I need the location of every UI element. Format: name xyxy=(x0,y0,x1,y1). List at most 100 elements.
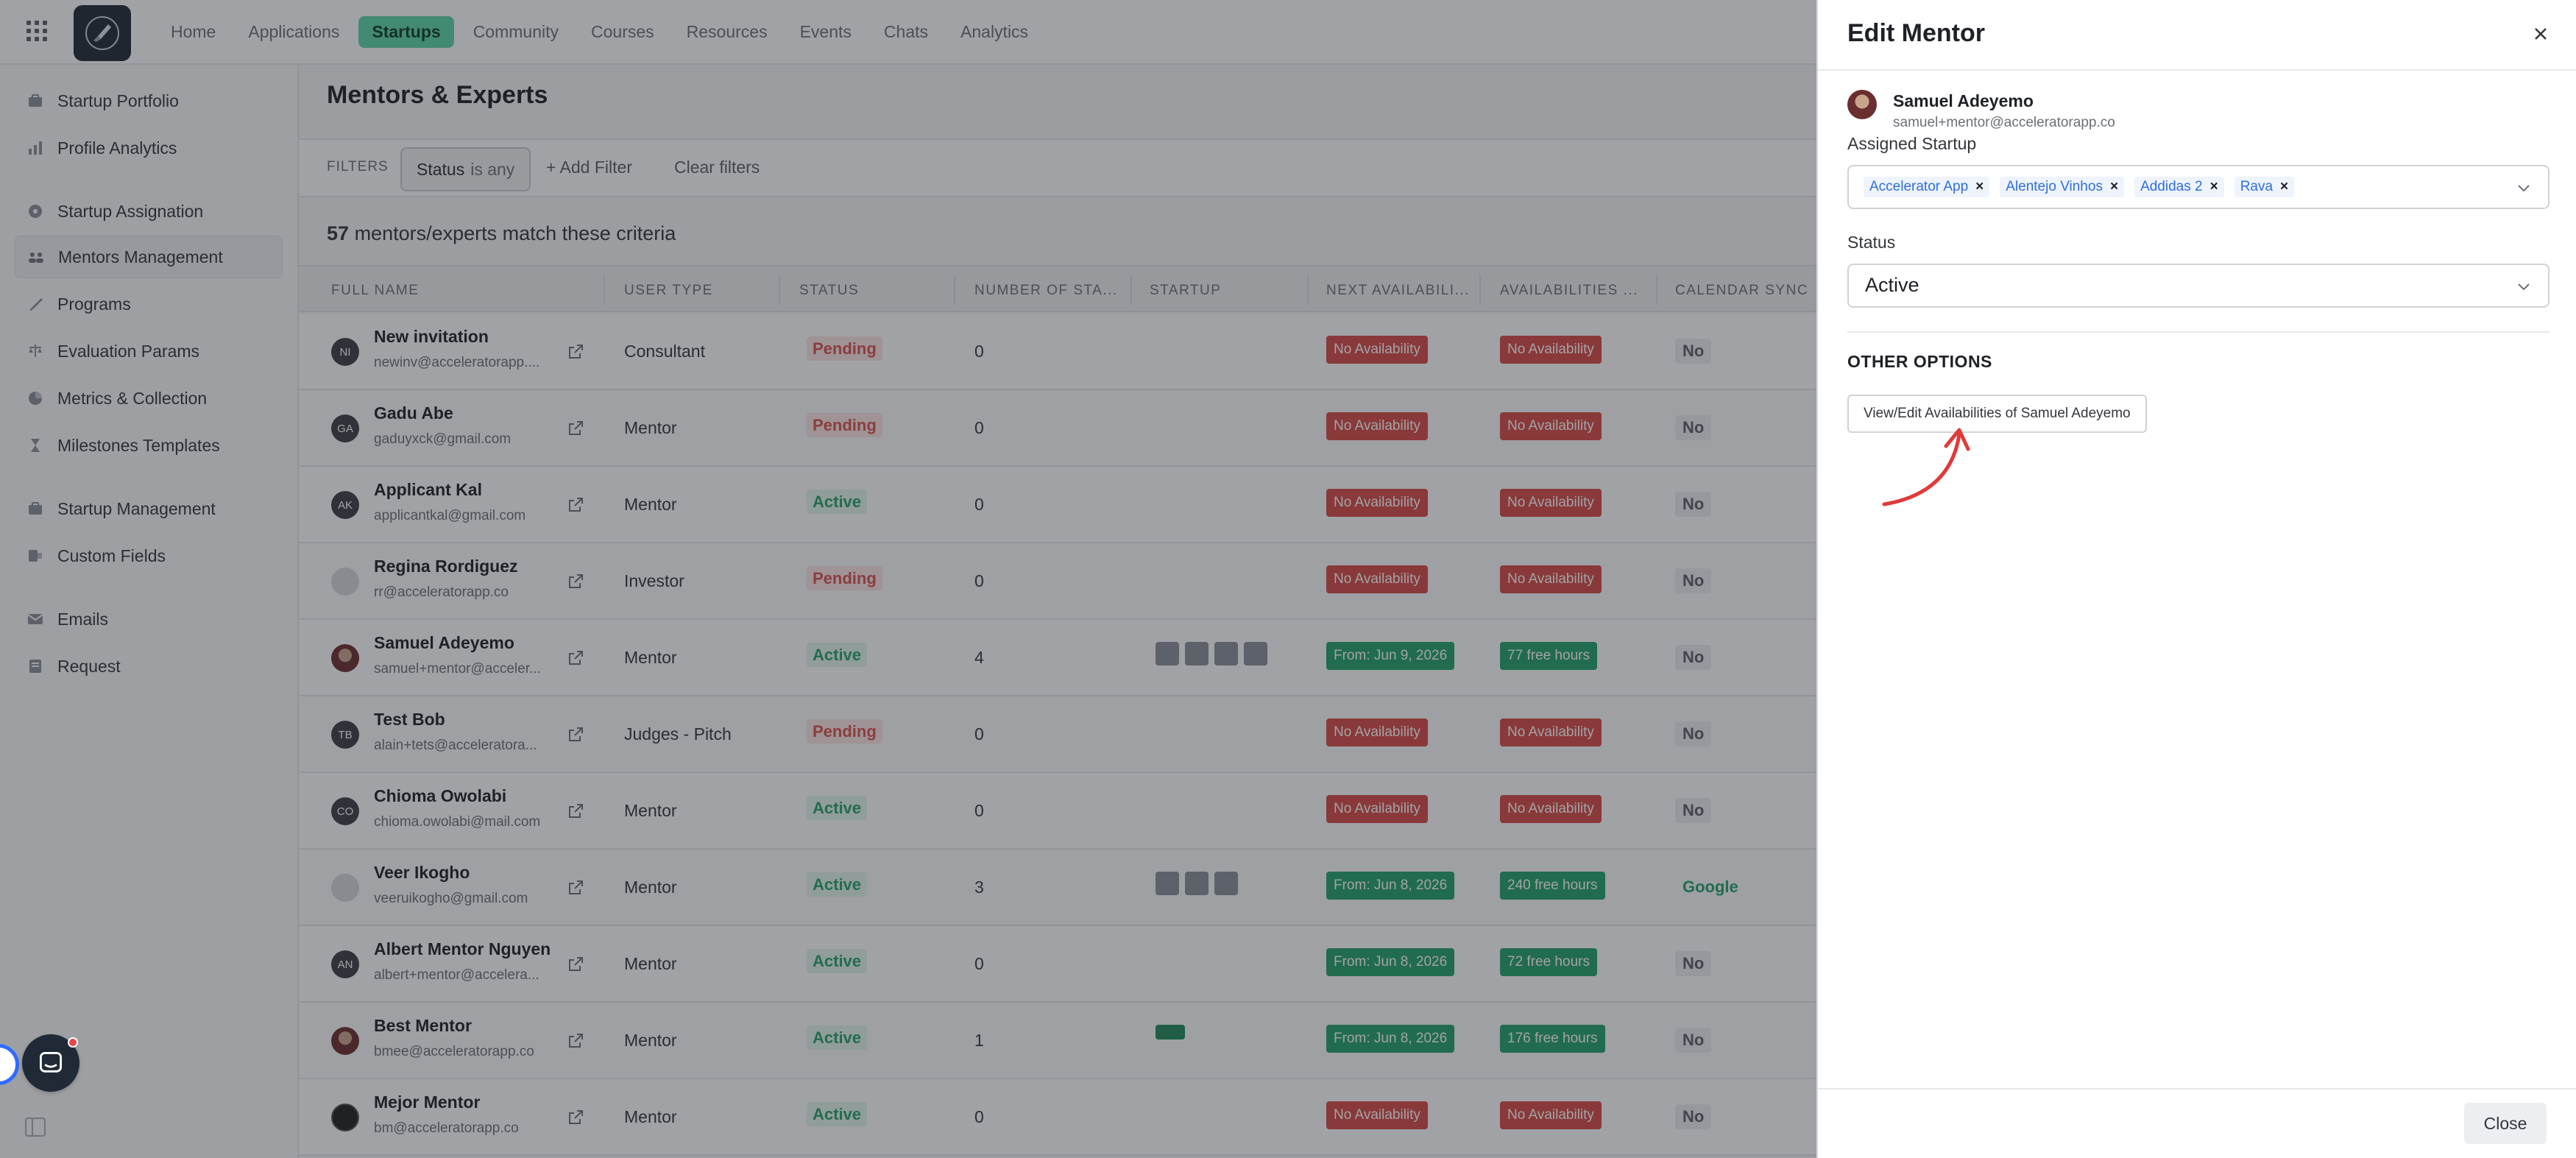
nav-courses[interactable]: Courses xyxy=(591,22,654,41)
startup-logo-icon[interactable] xyxy=(1214,642,1238,666)
app-logo[interactable] xyxy=(74,5,131,61)
add-filter-button[interactable]: + Add Filter xyxy=(546,158,632,177)
col-separator[interactable] xyxy=(1130,275,1132,305)
sidebar-item-evaluation-params[interactable]: Evaluation Params xyxy=(15,330,283,373)
clear-filters-button[interactable]: Clear filters xyxy=(674,158,760,177)
avatar xyxy=(331,874,359,902)
status-text: Pending xyxy=(807,413,882,437)
nav-analytics[interactable]: Analytics xyxy=(960,22,1029,41)
mentor-name[interactable]: Albert Mentor Nguyen xyxy=(374,939,551,958)
chevron-down-icon[interactable] xyxy=(2516,278,2532,294)
col-separator[interactable] xyxy=(954,275,955,305)
mentor-name[interactable]: New invitation xyxy=(374,327,489,346)
startup-tag[interactable]: Addidas 2 × xyxy=(2134,177,2224,197)
calendar-sync-status: No xyxy=(1675,1028,1712,1053)
availabilities-badge: No Availability xyxy=(1500,336,1602,364)
col-status[interactable]: STATUS xyxy=(799,283,860,298)
nav-community[interactable]: Community xyxy=(473,22,559,41)
apps-grid-icon[interactable] xyxy=(26,21,47,41)
external-link-icon[interactable] xyxy=(567,1109,584,1126)
next-availability-badge: No Availability xyxy=(1326,489,1428,517)
startup-logo-icon[interactable] xyxy=(1214,872,1238,895)
external-link-icon[interactable] xyxy=(567,496,584,514)
modal-backdrop[interactable] xyxy=(0,0,1816,1158)
mentor-name[interactable]: Gadu Abe xyxy=(374,403,453,423)
sidebar-item-startup-management[interactable]: Startup Management xyxy=(15,487,283,530)
startup-logo-icon[interactable] xyxy=(1156,642,1179,666)
col-user-type[interactable]: USER TYPE xyxy=(624,283,713,298)
remove-tag-icon[interactable]: × xyxy=(2209,179,2218,194)
col-separator[interactable] xyxy=(1307,275,1309,305)
external-link-icon[interactable] xyxy=(567,420,584,437)
mentor-name[interactable]: Chioma Owolabi xyxy=(374,786,507,805)
external-link-icon[interactable] xyxy=(567,802,584,820)
startup-logo-icon[interactable] xyxy=(1185,872,1209,895)
startup-logo-icon[interactable] xyxy=(1244,642,1267,666)
remove-tag-icon[interactable]: × xyxy=(2280,179,2289,194)
remove-tag-icon[interactable]: × xyxy=(1975,179,1984,194)
mentor-name[interactable]: Mejor Mentor xyxy=(374,1092,481,1112)
status-filter-chip[interactable]: Status is any xyxy=(400,147,531,191)
sidebar-item-request[interactable]: Request xyxy=(15,645,283,688)
nav-home[interactable]: Home xyxy=(171,22,216,41)
col-startup[interactable]: STARTUP xyxy=(1150,283,1222,298)
startup-tag[interactable]: Accelerator App × xyxy=(1864,177,1990,197)
mentor-name[interactable]: Samuel Adeyemo xyxy=(374,633,514,652)
sidebar-item-startup-assignation[interactable]: Startup Assignation xyxy=(15,190,283,233)
sidebar-item-emails[interactable]: Emails xyxy=(15,598,283,640)
startup-logo-icon[interactable] xyxy=(1156,1025,1185,1039)
external-link-icon[interactable] xyxy=(567,726,584,744)
collapse-sidebar-icon[interactable] xyxy=(25,1118,46,1137)
close-icon[interactable] xyxy=(2530,24,2551,44)
col-separator[interactable] xyxy=(604,275,605,305)
col-separator[interactable] xyxy=(779,275,780,305)
match-count: 57 mentors/experts match these criteria xyxy=(327,222,676,245)
external-link-icon[interactable] xyxy=(567,649,584,667)
close-button[interactable]: Close xyxy=(2464,1103,2547,1144)
assigned-startup-select[interactable]: Accelerator App × Alentejo Vinhos × Addida… xyxy=(1847,165,2550,209)
sidebar-item-metrics-collection[interactable]: Metrics & Collection xyxy=(15,377,283,420)
chevron-down-icon[interactable] xyxy=(2516,180,2532,196)
external-link-icon[interactable] xyxy=(567,573,584,590)
status-badge: Active xyxy=(807,490,868,514)
sidebar-item-mentors-management[interactable]: Mentors Management xyxy=(15,236,283,278)
col-full-name[interactable]: FULL NAME xyxy=(331,283,420,298)
remove-tag-icon[interactable]: × xyxy=(2109,179,2119,194)
external-link-icon[interactable] xyxy=(567,343,584,361)
nav-events[interactable]: Events xyxy=(799,22,852,41)
portfolio-icon xyxy=(26,92,44,110)
nav-startups[interactable]: Startups xyxy=(358,16,454,48)
col-separator[interactable] xyxy=(1479,275,1481,305)
status-text: Pending xyxy=(807,336,882,361)
external-link-icon[interactable] xyxy=(567,879,584,897)
view-edit-availabilities-button[interactable]: View/Edit Availabilities of Samuel Adeye… xyxy=(1847,395,2147,433)
mentor-name[interactable]: Regina Rordiguez xyxy=(374,557,518,576)
external-link-icon[interactable] xyxy=(567,956,584,973)
nav-chats[interactable]: Chats xyxy=(883,22,929,41)
nav-applications[interactable]: Applications xyxy=(248,22,340,41)
startup-logo-icon[interactable] xyxy=(1156,872,1179,895)
sidebar-item-label: Startup Management xyxy=(57,498,216,518)
sidebar-item-milestones-templates[interactable]: Milestones Templates xyxy=(15,424,283,467)
col-availabilities[interactable]: AVAILABILITIES ... xyxy=(1500,283,1638,298)
col-separator[interactable] xyxy=(1656,275,1657,305)
sidebar-item-custom-fields[interactable]: Custom Fields xyxy=(15,534,283,577)
mentor-name[interactable]: Applicant Kal xyxy=(374,480,482,499)
startup-tag[interactable]: Alentejo Vinhos × xyxy=(2000,177,2125,197)
nav-resources[interactable]: Resources xyxy=(686,22,768,41)
external-link-icon[interactable] xyxy=(567,1032,584,1050)
col-calendar-sync[interactable]: CALENDAR SYNC xyxy=(1675,283,1809,298)
sidebar-item-profile-analytics[interactable]: Profile Analytics xyxy=(15,127,283,169)
col-number-startups[interactable]: NUMBER OF STA... xyxy=(974,283,1118,298)
sidebar-item-programs[interactable]: Programs xyxy=(15,283,283,325)
startup-logo-icon[interactable] xyxy=(1185,642,1209,666)
status-select[interactable]: Active xyxy=(1847,264,2550,308)
startup-tag[interactable]: Rava × xyxy=(2234,177,2295,197)
mentor-name[interactable]: Best Mentor xyxy=(374,1016,472,1035)
mentor-name[interactable]: Veer Ikogho xyxy=(374,863,470,882)
col-next-availability[interactable]: NEXT AVAILABILI... xyxy=(1326,283,1470,298)
availabilities-badge: No Availability xyxy=(1500,795,1602,823)
mentor-name[interactable]: Test Bob xyxy=(374,710,445,729)
sidebar-item-startup-portfolio[interactable]: Startup Portfolio xyxy=(15,80,283,122)
